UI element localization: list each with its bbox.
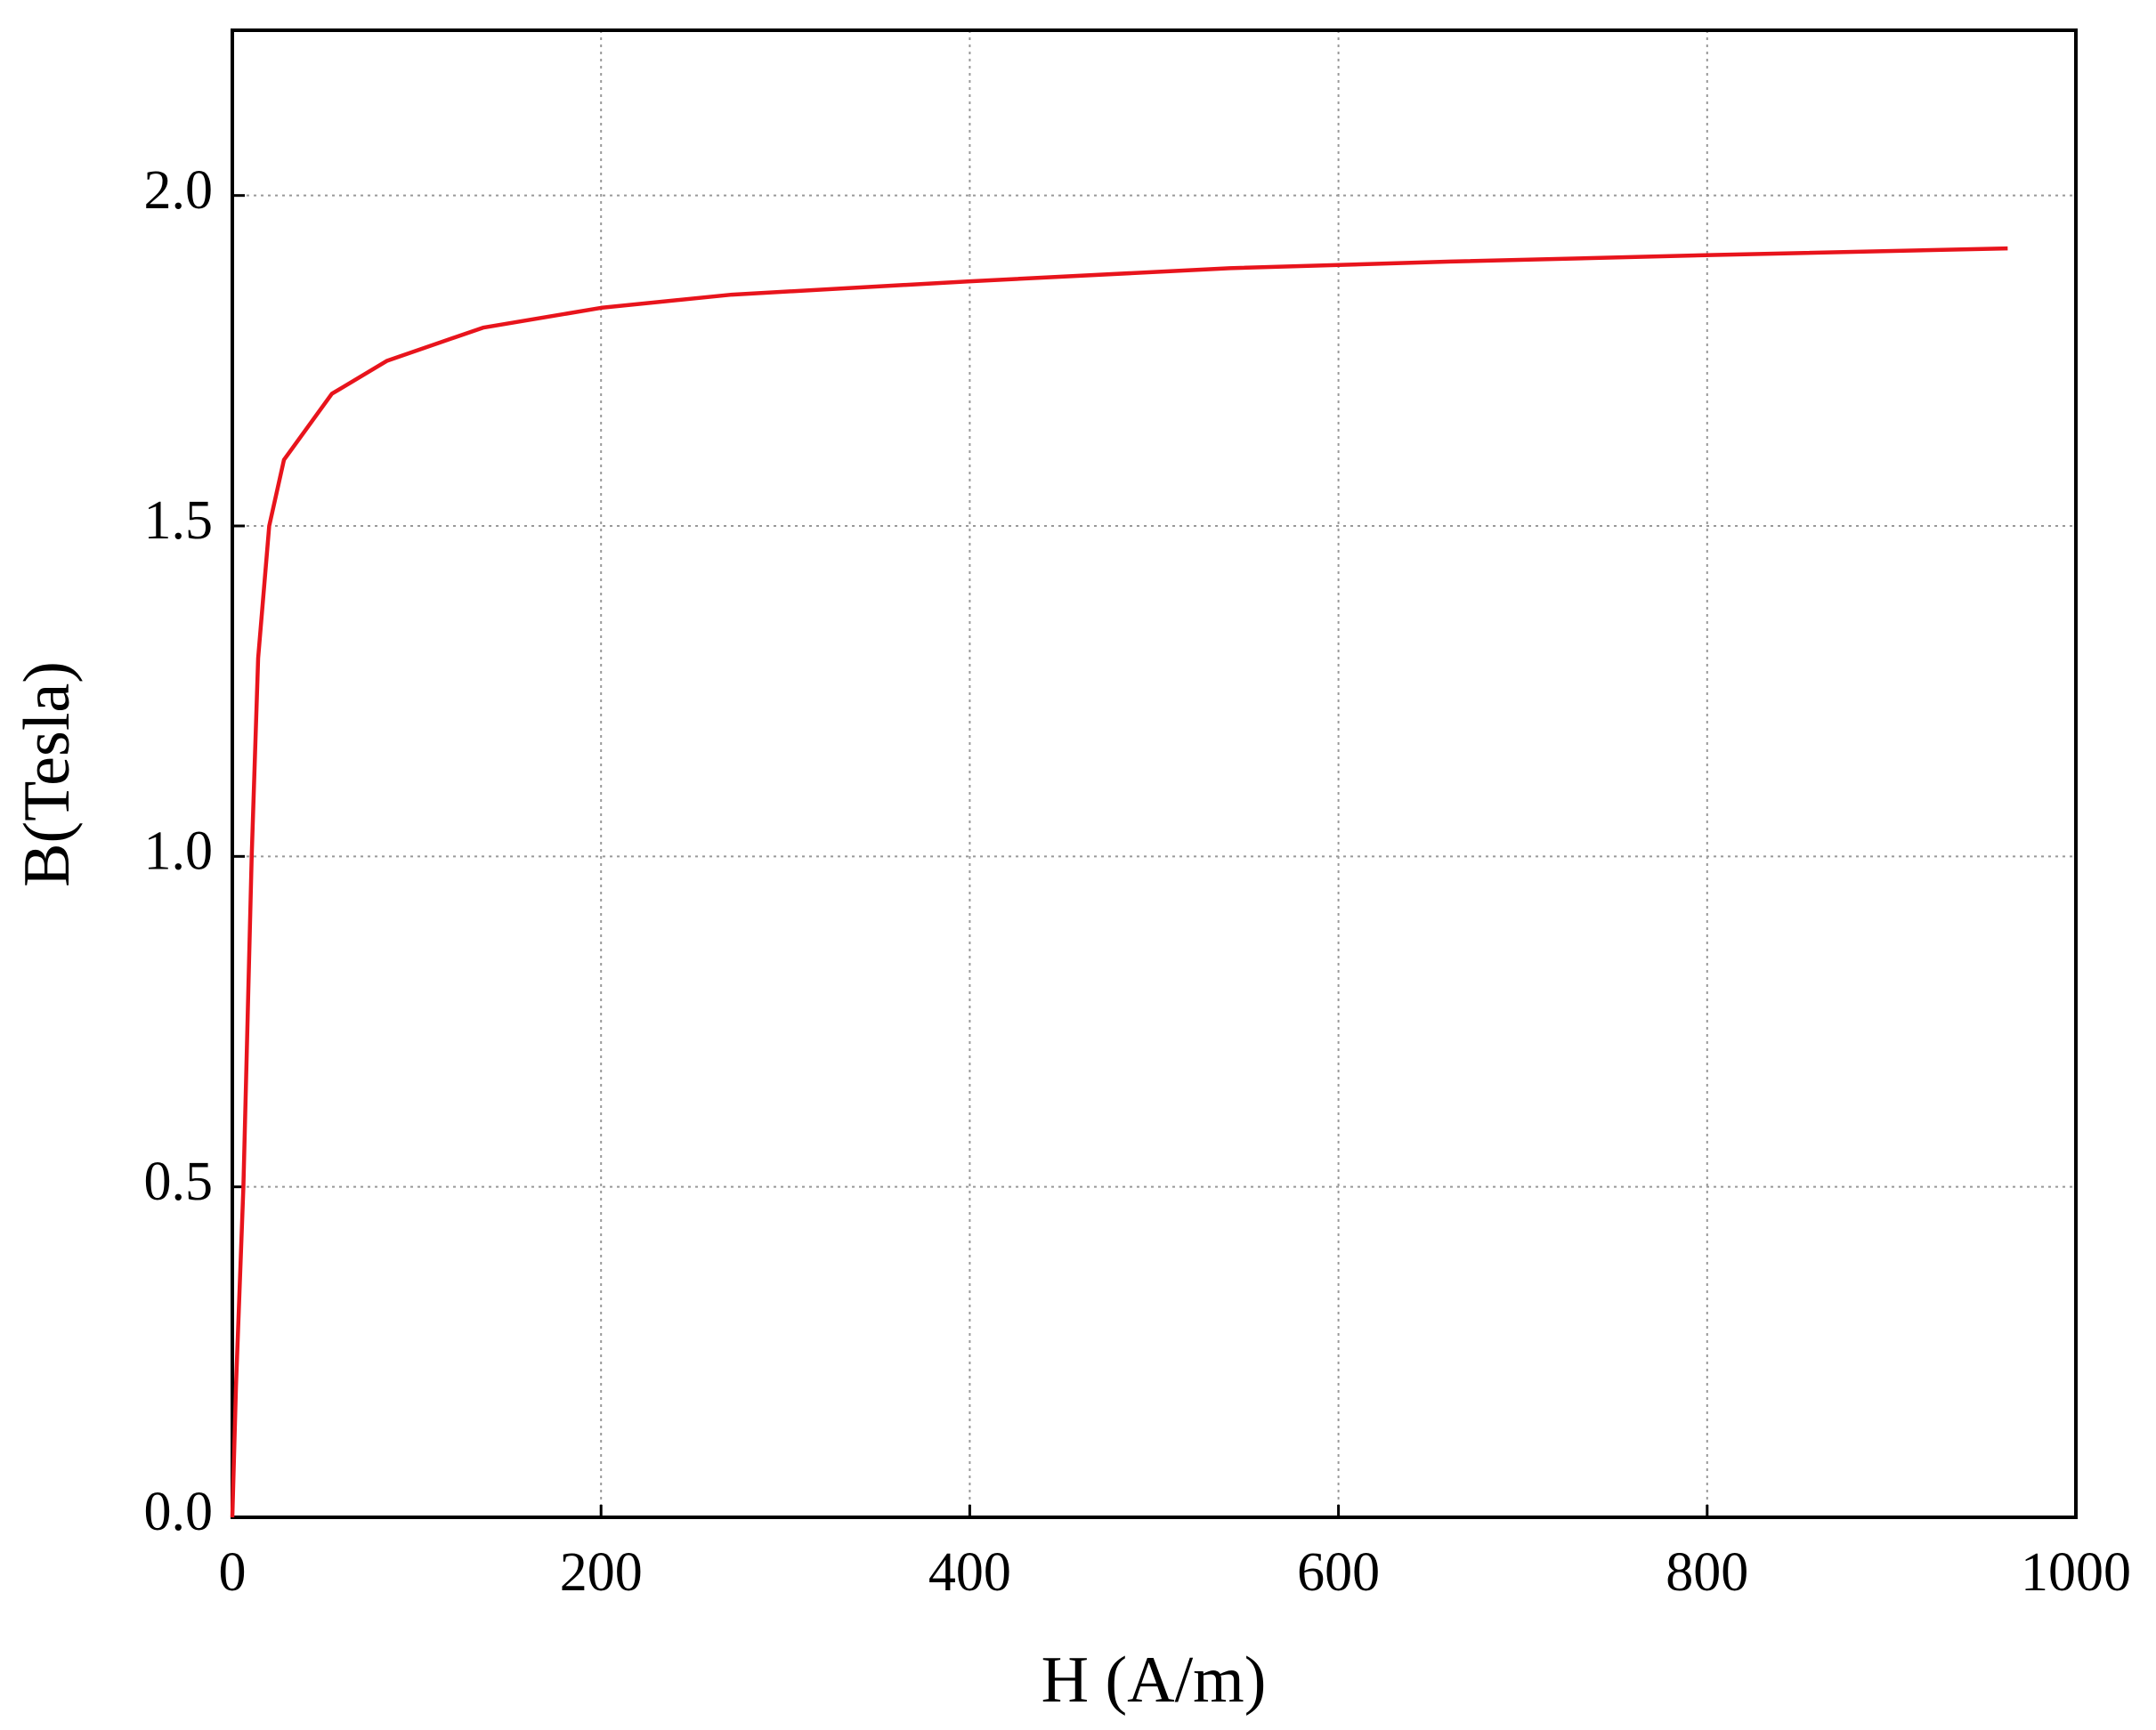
y-tick-label: 1.5 xyxy=(144,490,214,551)
y-axis-label: B(Tesla) xyxy=(11,661,84,887)
x-tick-label: 600 xyxy=(1297,1542,1380,1603)
x-tick-label: 1000 xyxy=(2021,1542,2131,1603)
x-tick-label: 400 xyxy=(928,1542,1011,1603)
x-tick-label: 800 xyxy=(1666,1542,1748,1603)
x-tick-label: 200 xyxy=(560,1542,643,1603)
x-tick-label: 0 xyxy=(219,1542,247,1603)
data-line xyxy=(230,246,2008,1518)
y-tick-label: 0.5 xyxy=(144,1152,214,1212)
x-axis-label: H (A/m) xyxy=(1042,1644,1267,1717)
y-tick-label: 1.0 xyxy=(144,821,214,882)
y-tick-label: 2.0 xyxy=(144,160,214,221)
plot-frame xyxy=(231,28,2078,1519)
y-tick-label: 0.0 xyxy=(144,1482,214,1542)
